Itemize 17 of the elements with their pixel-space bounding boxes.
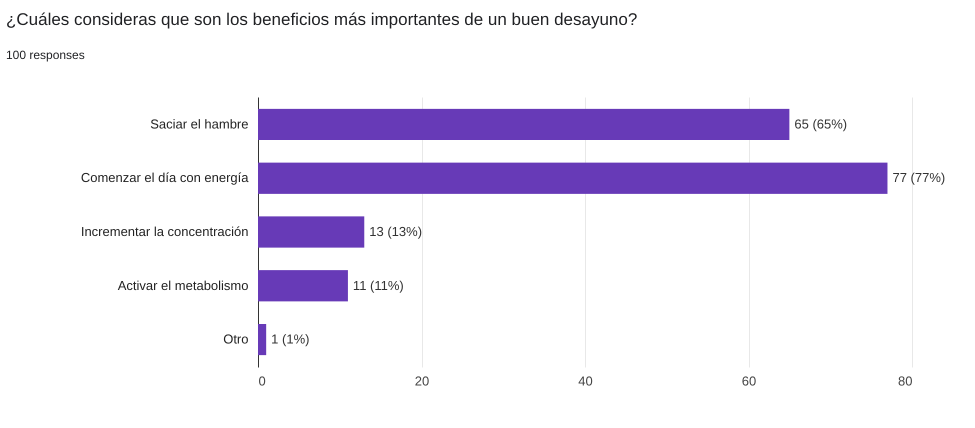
y-tick-label: Comenzar el día con energía [80, 170, 250, 186]
x-tick-label: 20 [414, 374, 430, 388]
x-tick-label: 60 [742, 374, 756, 388]
data-label: 13 (13%) [369, 224, 422, 239]
data-label: 65 (65%) [794, 116, 848, 132]
y-tick-label: Saciar el hambre [150, 116, 248, 132]
data-label: 1 (1%) [271, 332, 310, 347]
data-label: 11 (11%) [352, 278, 404, 293]
x-tick-label: 40 [578, 374, 593, 388]
x-tick-label: 0 [258, 374, 266, 388]
x-tick-label: 80 [898, 374, 912, 388]
text: 100 responses [6, 48, 85, 62]
data-label: 77 (77%) [892, 170, 946, 186]
chart-title: ¿Cuáles consideras que son los beneficios más importantes de un buen desayuno? [6, 10, 638, 30]
y-tick-label: Activar el metabolismo [118, 278, 248, 293]
y-tick-label: Incrementar la concentración [80, 224, 248, 239]
y-tick-label: Otro [223, 332, 248, 347]
